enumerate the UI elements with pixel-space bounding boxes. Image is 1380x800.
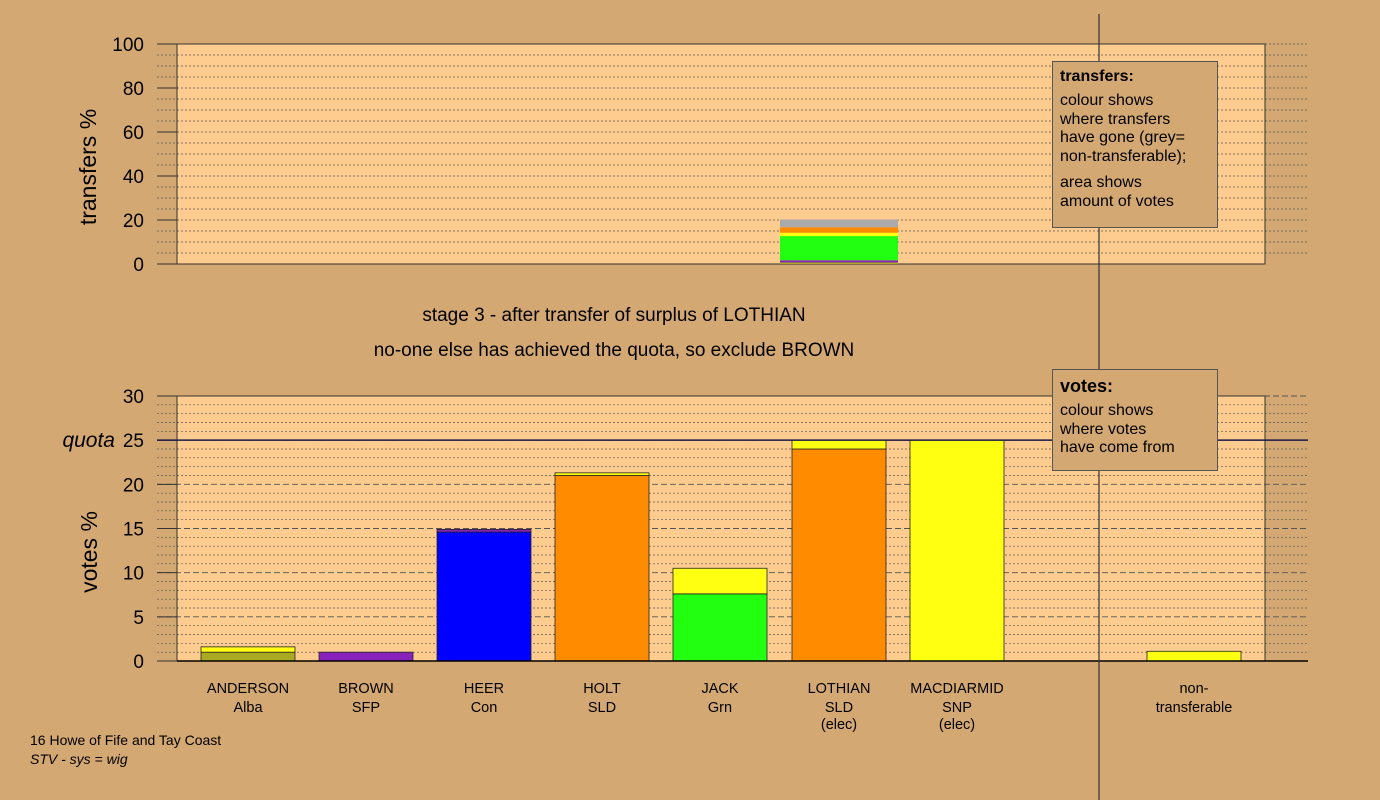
vote-segment-snp [672, 567, 768, 595]
transfers-legend: transfers: colour shows where transfers … [1052, 61, 1218, 228]
candidate-status: (elec) [939, 717, 975, 733]
candidate-party: SFP [352, 700, 380, 716]
transfer-segment-sld [780, 227, 898, 233]
transfer-segment-sfp [780, 260, 898, 263]
vote-segment-alba [200, 651, 296, 662]
transfers-ytick-label: 60 [123, 123, 144, 144]
votes-legend-title: votes: [1060, 376, 1114, 396]
transfers-legend-line: amount of votes [1060, 192, 1174, 210]
vote-segment-sfp [318, 651, 414, 662]
transfer-segment-snp [780, 232, 898, 237]
vote-segment-snp [909, 439, 1005, 662]
votes-ytick-label: 10 [123, 564, 144, 585]
vote-segment-sfp [436, 528, 532, 533]
stage-title: stage 3 - after transfer of surplus of L… [422, 305, 806, 326]
vote-segment-grn [672, 593, 768, 662]
vote-segment-sld [554, 475, 650, 662]
constituency-label: 16 Howe of Fife and Tay Coast [30, 732, 222, 748]
quota-label: quota [62, 429, 115, 452]
vote-segment-sld [791, 448, 887, 662]
candidate-party: SLD [588, 700, 616, 716]
candidate-party: Grn [708, 700, 732, 716]
candidate-name: JACK [701, 681, 738, 697]
nontransferable-label: non- [1179, 681, 1208, 697]
candidate-party: SNP [942, 700, 972, 716]
transfer-segment-grn [780, 236, 898, 261]
transfer-segment-nontransferable [780, 219, 898, 228]
candidate-status: (elec) [821, 717, 857, 733]
stage-subtitle: no-one else has achieved the quota, so e… [373, 340, 855, 361]
votes-ytick-label: 0 [133, 652, 144, 673]
transfers-legend-line: area shows [1060, 174, 1142, 191]
vote-segment-snp [791, 439, 887, 450]
vote-segment-snp [200, 646, 296, 653]
candidate-name: LOTHIAN [808, 681, 871, 697]
votes-legend: votes: colour shows where votes have com… [1052, 369, 1218, 471]
votes-ytick-label: 20 [123, 475, 144, 496]
candidate-party: Alba [233, 700, 263, 716]
transfers-ytick-label: 20 [123, 211, 144, 232]
transfers-axis-label: transfers % [75, 109, 101, 225]
nontransferable-label: transferable [1156, 700, 1233, 716]
transfers-legend-line: have gone (grey= [1060, 129, 1185, 146]
votes-ytick-label: 5 [133, 608, 144, 629]
transfers-ytick-label: 100 [112, 35, 144, 56]
votes-ytick-label: 25 [123, 431, 144, 452]
transfers-legend-line: where transfers [1060, 110, 1171, 128]
vote-segment-con [436, 531, 532, 662]
transfers-legend-line: non-transferable); [1060, 147, 1187, 165]
vote-segment-snp [554, 472, 650, 476]
candidate-name: ANDERSON [207, 681, 289, 697]
transfers-legend-line: colour shows [1060, 92, 1154, 109]
votes-legend-line: colour shows [1060, 402, 1154, 419]
votes-ytick-label: 30 [123, 387, 144, 408]
votes-axis-label: votes % [76, 511, 102, 593]
candidate-name: BROWN [338, 681, 394, 697]
candidate-name: HEER [464, 681, 504, 697]
transfers-legend-title: transfers: [1060, 68, 1134, 85]
candidate-name: HOLT [583, 681, 621, 697]
candidate-name: MACDIARMID [910, 681, 1003, 697]
vote-segment-snp [1146, 650, 1242, 662]
transfers-ytick-label: 40 [123, 167, 144, 188]
transfers-ytick-label: 0 [133, 255, 144, 276]
system-label: STV - sys = wig [30, 751, 128, 767]
transfers-ytick-label: 80 [123, 79, 144, 100]
candidate-party: SLD [825, 700, 853, 716]
votes-legend-line: where votes [1060, 420, 1147, 438]
votes-ytick-label: 15 [123, 520, 144, 541]
transfers-plot-border [176, 43, 1266, 265]
candidate-party: Con [471, 700, 498, 716]
transfer-segment-alba [780, 262, 898, 264]
votes-legend-line: have come from [1060, 439, 1175, 456]
